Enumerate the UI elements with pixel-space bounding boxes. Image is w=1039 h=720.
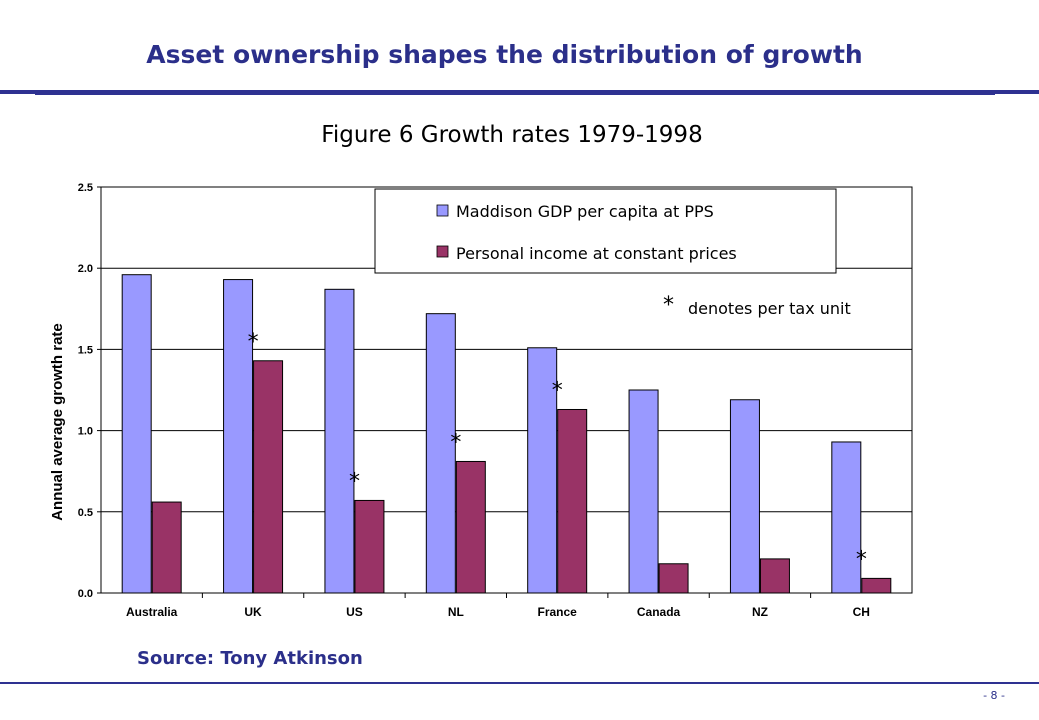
bar-gdp bbox=[527, 347, 558, 594]
bar-gdp bbox=[831, 441, 862, 594]
note-star: * bbox=[663, 293, 674, 318]
tax-unit-star: * bbox=[349, 469, 360, 494]
legend-label-income: Personal income at constant prices bbox=[456, 244, 737, 263]
bar-income bbox=[253, 360, 284, 594]
y-tick-label: 0.0 bbox=[78, 588, 93, 600]
footer-rule bbox=[0, 682, 1039, 684]
bar-income bbox=[557, 408, 588, 594]
bar-gdp bbox=[425, 313, 456, 594]
bar-income bbox=[151, 501, 182, 594]
legend-swatch-income bbox=[436, 245, 449, 258]
legend-swatch-gdp bbox=[436, 204, 449, 217]
y-tick-label: 2.5 bbox=[78, 182, 93, 194]
bar-gdp bbox=[121, 274, 152, 594]
y-tick-label: 0.5 bbox=[78, 507, 93, 519]
y-tick-label: 2.0 bbox=[78, 263, 93, 275]
bar-income bbox=[354, 499, 385, 594]
x-tick-label: UK bbox=[244, 605, 262, 619]
source-note: Source: Tony Atkinson bbox=[137, 648, 363, 669]
x-tick-label: US bbox=[346, 605, 363, 619]
y-tick-label: 1.5 bbox=[78, 344, 93, 356]
header-rule bbox=[0, 90, 1039, 95]
bars bbox=[121, 274, 892, 594]
slide-title: Asset ownership shapes the distribution … bbox=[146, 40, 863, 69]
tax-unit-markers: * * * * * bbox=[248, 330, 867, 573]
y-axis: 0.0 0.5 1.0 1.5 2.0 2.5 bbox=[78, 182, 101, 600]
chart-title: Figure 6 Growth rates 1979-1998 bbox=[321, 122, 702, 148]
y-axis-label: Annual average growth rate bbox=[49, 323, 66, 521]
legend: Maddison GDP per capita at PPS Personal … bbox=[374, 188, 837, 274]
bar-income bbox=[759, 558, 790, 594]
tax-unit-star: * bbox=[248, 330, 259, 355]
page-number: - 8 - bbox=[983, 689, 1005, 702]
tax-unit-star: * bbox=[450, 430, 461, 455]
x-tick-label: France bbox=[538, 605, 578, 619]
x-tick-label: NZ bbox=[752, 605, 768, 619]
y-tick-label: 1.0 bbox=[78, 426, 93, 438]
tax-unit-star: * bbox=[856, 547, 867, 572]
growth-chart: Figure 6 Growth rates 1979-1998 * * * * * 0.… bbox=[49, 122, 913, 619]
x-tick-label: Australia bbox=[126, 605, 178, 619]
note-text: denotes per tax unit bbox=[688, 299, 851, 318]
bar-income bbox=[861, 577, 892, 594]
x-tick-label: NL bbox=[448, 605, 464, 619]
x-tick-label: CH bbox=[853, 605, 870, 619]
bar-income bbox=[455, 460, 486, 594]
bar-gdp bbox=[324, 288, 355, 594]
tax-unit-star: * bbox=[552, 378, 563, 403]
x-axis: Australia UK US NL France Canada NZ CH bbox=[126, 593, 870, 619]
bar-gdp bbox=[223, 279, 254, 594]
x-tick-label: Canada bbox=[637, 605, 681, 619]
bar-gdp bbox=[628, 389, 659, 594]
bar-gdp bbox=[729, 399, 760, 594]
legend-label-gdp: Maddison GDP per capita at PPS bbox=[456, 202, 714, 221]
legend-box bbox=[374, 188, 837, 274]
bar-income bbox=[658, 563, 689, 594]
